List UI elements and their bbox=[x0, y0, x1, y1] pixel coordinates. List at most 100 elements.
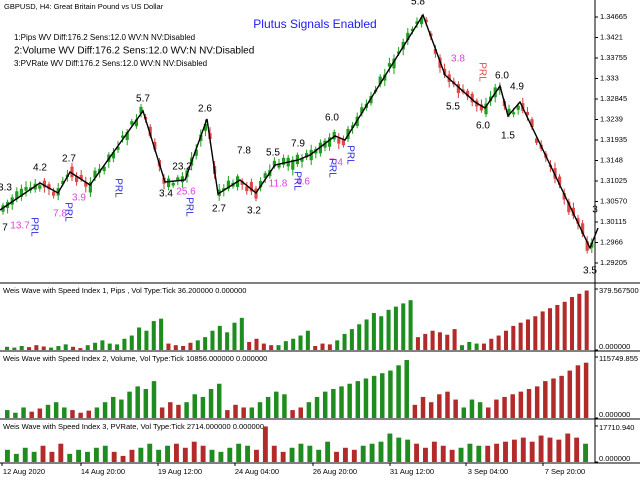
volume-bar bbox=[316, 449, 322, 462]
wave-label: 3.4 bbox=[159, 189, 173, 200]
volume-bar bbox=[503, 330, 508, 350]
candle-body bbox=[102, 166, 106, 172]
volume-bar bbox=[232, 322, 237, 350]
candle-body bbox=[111, 152, 115, 159]
volume-bar bbox=[459, 345, 464, 350]
volume-bar bbox=[21, 407, 26, 418]
price-label: 1.30570 bbox=[600, 196, 627, 205]
wave-label: 3.5 bbox=[583, 266, 597, 277]
volume-bar bbox=[100, 340, 105, 350]
volume-bar bbox=[289, 447, 295, 462]
candle-body bbox=[75, 176, 79, 182]
price-label: 1.34665 bbox=[600, 12, 627, 21]
volume-bar bbox=[63, 344, 68, 350]
date-label: 7 Sep 20:00 bbox=[545, 467, 585, 476]
volume-bar bbox=[181, 345, 186, 350]
volume-bar bbox=[393, 306, 398, 350]
candle-body bbox=[194, 149, 198, 156]
volume-bar bbox=[176, 404, 181, 418]
candle-body bbox=[535, 138, 539, 143]
volume-bar bbox=[127, 391, 132, 418]
volume-bar bbox=[93, 342, 98, 350]
candle-body bbox=[153, 141, 157, 150]
volume-bar bbox=[165, 445, 170, 462]
price-label: 1.333 bbox=[600, 73, 619, 82]
candle-body bbox=[282, 157, 286, 165]
volume-bar bbox=[115, 344, 120, 350]
prl-label: PRL bbox=[112, 178, 123, 198]
volume-bar bbox=[208, 389, 214, 418]
volume-bar bbox=[37, 408, 43, 418]
volume-bar bbox=[71, 346, 76, 350]
settings-line: 2:Volume WV Diff:176.2 Sens:12.0 WV:N NV… bbox=[14, 46, 254, 57]
candle-body bbox=[226, 180, 230, 189]
candle-body bbox=[585, 241, 589, 251]
volume-bar bbox=[559, 375, 564, 418]
candle-body bbox=[484, 103, 488, 115]
candle-body bbox=[19, 188, 23, 197]
volume-bar bbox=[555, 305, 560, 350]
volume-bar bbox=[437, 394, 442, 418]
panel-label: 115749.855 bbox=[599, 354, 638, 363]
volume-bar bbox=[575, 365, 581, 418]
candle-body bbox=[305, 152, 309, 158]
volume-bar bbox=[129, 335, 134, 350]
volume-bar bbox=[307, 445, 313, 462]
volume-bar bbox=[144, 330, 149, 350]
price-label: 1.33755 bbox=[600, 53, 627, 62]
volume-bar bbox=[331, 389, 336, 418]
candle-body bbox=[180, 176, 184, 183]
volume-bar bbox=[225, 332, 230, 350]
candle-body bbox=[61, 180, 65, 184]
volume-bar bbox=[135, 386, 140, 418]
volume-bar bbox=[159, 407, 165, 418]
candle-body bbox=[93, 170, 97, 178]
candle-body bbox=[558, 176, 562, 185]
panel-label: 379.567500 bbox=[599, 286, 639, 295]
volume-bar bbox=[58, 443, 64, 462]
volume-bar bbox=[5, 410, 10, 418]
wave-label: 2.7 bbox=[62, 154, 76, 165]
prl-label: PRL bbox=[291, 171, 302, 191]
volume-bar bbox=[525, 319, 530, 350]
candle-body bbox=[470, 93, 474, 103]
candle-body bbox=[576, 218, 580, 224]
candle-body bbox=[424, 19, 428, 23]
volume-bar bbox=[143, 389, 149, 418]
volume-bar bbox=[49, 347, 54, 350]
volume-bar bbox=[342, 447, 348, 462]
volume-bar bbox=[485, 445, 491, 462]
speed-label: 25.6 bbox=[176, 187, 196, 198]
wave-label: 5.5 bbox=[446, 102, 460, 113]
panel-label: 0.000000 bbox=[599, 410, 630, 419]
volume-bar bbox=[209, 449, 215, 462]
volume-bar bbox=[67, 453, 73, 462]
candle-body bbox=[507, 108, 511, 115]
volume-bar bbox=[119, 399, 124, 418]
volume-bar bbox=[19, 345, 24, 350]
candle-body bbox=[42, 180, 46, 188]
volume-bar bbox=[245, 445, 251, 462]
volume-bar bbox=[543, 381, 548, 418]
volume-bar bbox=[271, 445, 277, 462]
candle-body bbox=[360, 107, 364, 114]
volume-bar bbox=[440, 445, 446, 462]
candle-body bbox=[456, 84, 460, 94]
volume-bar bbox=[467, 341, 472, 350]
volume-bar bbox=[339, 386, 344, 418]
price-label: 1.3148 bbox=[600, 155, 623, 164]
candle-body bbox=[277, 164, 281, 168]
wave-label: 6.0 bbox=[495, 71, 509, 82]
settings-line: 3:PVRate WV Diff:176.2 Sens:12.0 WV:N NV… bbox=[14, 59, 207, 68]
speed-label: 7.4 bbox=[329, 158, 343, 169]
wave-label: 4.2 bbox=[33, 163, 47, 174]
volume-bar bbox=[56, 345, 61, 350]
volume-bar bbox=[351, 449, 357, 462]
speed-label: 13.7 bbox=[10, 221, 30, 232]
volume-bar bbox=[173, 443, 179, 462]
volume-bar bbox=[583, 443, 588, 462]
volume-bar bbox=[405, 439, 411, 462]
volume-bar bbox=[453, 399, 458, 418]
panel-label: 0.000000 bbox=[599, 454, 630, 463]
